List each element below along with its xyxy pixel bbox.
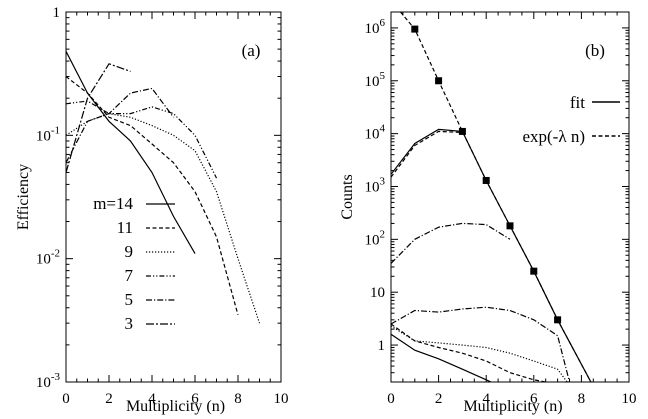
y-tick-base: 10 — [36, 252, 51, 268]
series-line — [391, 222, 511, 264]
y-tick-label: 102 — [365, 228, 386, 248]
y-tick-exponent: 5 — [380, 70, 386, 82]
y-tick-exponent: 4 — [380, 123, 386, 135]
series-line-7 — [66, 100, 218, 179]
series-line-fit — [391, 128, 592, 382]
legend-label: 11 — [117, 218, 133, 237]
y-tick-exponent: 3 — [380, 175, 386, 187]
x-tick-label: 4 — [148, 391, 156, 407]
series-line-9 — [66, 112, 261, 324]
y-tick-label: 103 — [365, 175, 386, 195]
x-tick-label: 0 — [62, 391, 70, 407]
y-tick-base: 10 — [365, 232, 380, 248]
legend-label: 9 — [125, 242, 134, 261]
data-point-marker — [411, 25, 419, 33]
legend-label: m=14 — [93, 194, 133, 213]
series-line — [391, 333, 492, 382]
y-tick-exponent: -3 — [51, 371, 61, 383]
x-axis-label: Multiplicity (n) — [126, 398, 225, 415]
legend-label: exp(-λ n) — [522, 127, 585, 146]
series-line — [391, 325, 568, 382]
x-tick-label: 6 — [530, 391, 538, 407]
y-tick-base: 10 — [365, 127, 380, 143]
plot-frame — [390, 11, 630, 383]
x-tick-label: 4 — [482, 391, 490, 407]
y-tick-base: 10 — [36, 128, 51, 144]
series-line-5 — [66, 87, 174, 163]
y-tick-label: 105 — [365, 70, 386, 90]
x-axis-label: Multiplicity (n) — [463, 398, 562, 415]
y-axis-label: Efficiency — [15, 164, 32, 230]
y-tick-label: 1 — [378, 338, 386, 354]
legend: m=14 11 9 7 5 3 — [93, 194, 175, 333]
legend-label: 3 — [125, 314, 134, 333]
x-tick-label: 10 — [274, 391, 289, 407]
y-tick-base: 10 — [365, 74, 380, 90]
data-point-marker — [482, 176, 490, 184]
y-tick-label: 10-1 — [36, 124, 60, 144]
data-point-marker — [506, 222, 514, 230]
x-tick-label: 6 — [191, 391, 199, 407]
y-tick-base: 10 — [365, 179, 380, 195]
y-tick-exponent: -1 — [51, 124, 60, 136]
x-tick-label: 2 — [105, 391, 113, 407]
series-line — [391, 323, 546, 382]
y-axis-label: Counts — [339, 174, 356, 219]
series-line — [391, 130, 463, 178]
x-tick-label: 8 — [578, 391, 586, 407]
x-tick-label: 2 — [435, 391, 443, 407]
data-point-marker — [554, 316, 562, 324]
y-tick-label: 10-2 — [36, 248, 60, 268]
series-line-exp-n — [400, 12, 592, 382]
x-tick-label: 10 — [622, 391, 637, 407]
x-tick-label: 8 — [234, 391, 242, 407]
legend-label: 5 — [125, 290, 134, 309]
y-tick-label: 104 — [365, 123, 386, 143]
panel-label: (a) — [242, 41, 261, 60]
data-point-marker — [458, 127, 466, 135]
y-tick-exponent: -2 — [51, 248, 60, 260]
series-group — [391, 12, 592, 382]
y-tick-exponent: 2 — [380, 228, 386, 240]
y-tick-exponent: 6 — [380, 17, 386, 29]
y-tick-label: 106 — [365, 17, 386, 37]
x-tick-label: 0 — [387, 391, 395, 407]
panel-label: (b) — [585, 41, 605, 60]
series-line-3 — [66, 63, 131, 173]
y-tick-label: 1 — [53, 5, 61, 21]
y-tick-label: 10-3 — [36, 371, 61, 391]
legend: fit exp(-λ n) — [522, 93, 620, 146]
series-line — [391, 306, 571, 382]
data-point-marker — [530, 267, 538, 275]
y-tick-base: 10 — [36, 375, 51, 391]
data-point-marker — [435, 77, 443, 85]
series-line-11 — [66, 76, 239, 316]
y-tick-label: 10 — [370, 285, 385, 301]
y-tick-base: 10 — [365, 21, 380, 37]
series-group — [66, 51, 261, 324]
legend-label: fit — [570, 93, 585, 112]
legend-label: 7 — [125, 266, 134, 285]
